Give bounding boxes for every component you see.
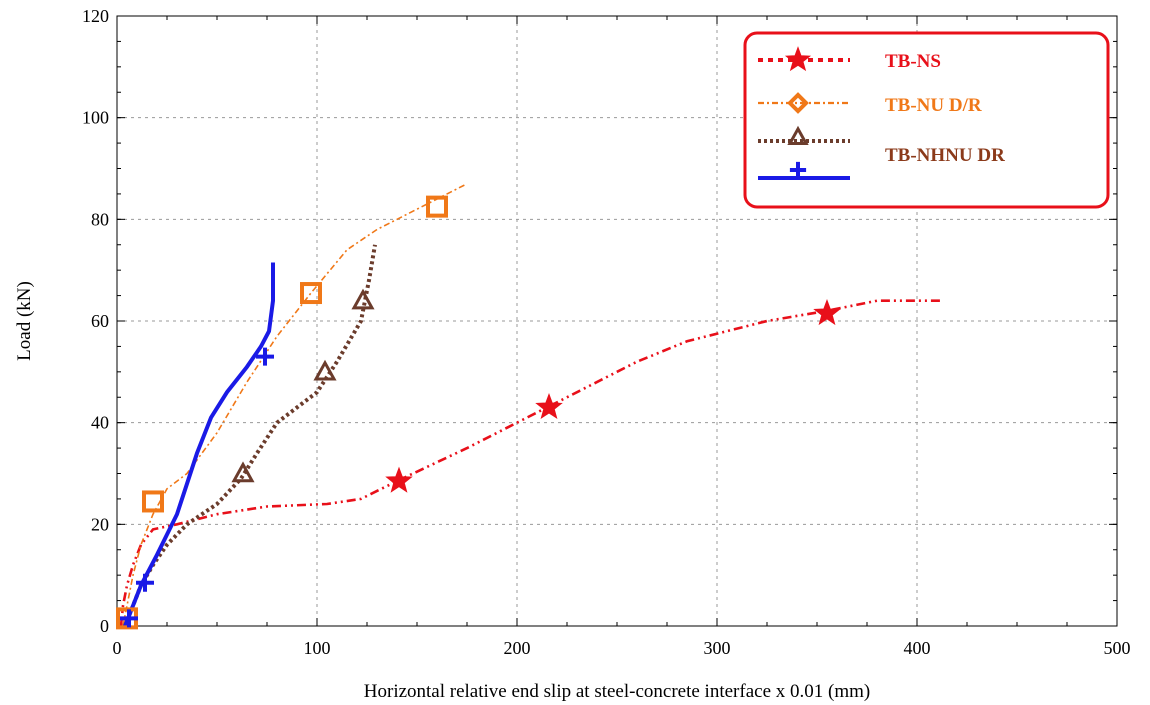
y-tick-label: 80 [91,209,109,229]
series-line-3 [123,262,275,627]
data-point-square [426,195,448,218]
data-point-star [535,392,563,420]
x-tick-label: 100 [304,638,331,658]
legend-label-0: TB-NS [885,51,941,72]
data-point-triangle [787,125,809,145]
y-tick-label: 100 [82,108,109,128]
data-point-plus [256,347,274,366]
y-tick-label: 40 [91,413,109,433]
data-point-star [813,298,841,326]
legend-label-2: TB-NHNU DR [885,145,1005,166]
data-point-plus [120,609,138,628]
x-tick-label: 300 [704,638,731,658]
data-point-triangle [231,461,255,483]
legend-box [743,31,1110,209]
y-tick-label: 60 [91,311,109,331]
x-tick-label: 500 [1104,638,1131,658]
axis-ticks: 0 100 200 300 400 500 0 20 40 60 80 100 120 [82,6,1131,658]
series-line-0 [119,299,941,627]
x-tick-label: 400 [904,638,931,658]
data-point-triangle [351,288,375,310]
data-point-diamond [787,92,809,114]
data-point-square [300,282,322,305]
data-point-triangle [313,359,337,381]
data-point-plus [136,573,154,592]
series-line-2 [123,244,377,627]
series-line-1 [122,183,468,627]
series-markers [116,195,841,630]
x-tick-label: 200 [504,638,531,658]
y-tick-label: 120 [82,6,109,26]
data-point-plus [789,161,807,179]
y-axis-label: Load (kN) [14,281,35,361]
y-tick-label: 20 [91,514,109,534]
data-point-star [784,46,812,72]
legend-label-1: TB-NU D/R [885,95,982,116]
series-lines [119,183,941,627]
legend: TB-NS TB-NU D/R TB-NHNU DR [743,31,1110,209]
y-tick-label: 0 [100,616,109,636]
data-point-square [142,490,164,513]
x-tick-label: 0 [113,638,122,658]
x-axis-label: Horizontal relative end slip at steel-co… [364,681,870,702]
data-point-star [385,466,413,493]
